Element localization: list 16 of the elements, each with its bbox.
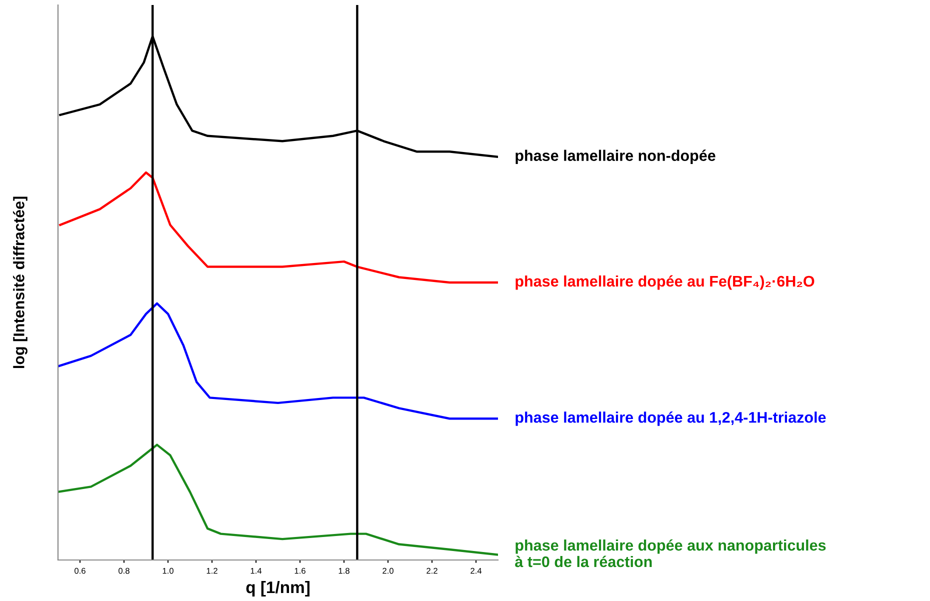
y-axis-title: log [Intensité diffractée]	[13, 196, 28, 368]
x-tick-label: 2.0	[382, 568, 394, 574]
x-tick-label: 0.6	[74, 568, 86, 574]
x-tick-label: 2.4	[470, 568, 482, 574]
x-tick-label: 1.0	[162, 568, 174, 574]
x-axis-title: q [1/nm]	[246, 580, 310, 596]
series-label: phase lamellaire non-dopée	[516, 150, 716, 164]
series-label: phase lamellaire dopée aux nanoparticules à t=0 de la réaction	[515, 539, 826, 568]
x-tick-label: 1.8	[338, 568, 350, 574]
x-tick-label: 0.8	[118, 568, 130, 574]
series-label: phase lamellaire dopée au Fe(BF₄)₂·6H₂O	[516, 275, 814, 290]
x-tick-label: 2.2	[426, 568, 438, 574]
x-tick-label: 1.2	[206, 568, 218, 574]
series-label: phase lamellaire dopée au 1,2,4-1H-triazole	[516, 411, 826, 426]
x-tick-label: 1.6	[294, 568, 306, 574]
x-tick-label: 1.4	[250, 568, 262, 574]
